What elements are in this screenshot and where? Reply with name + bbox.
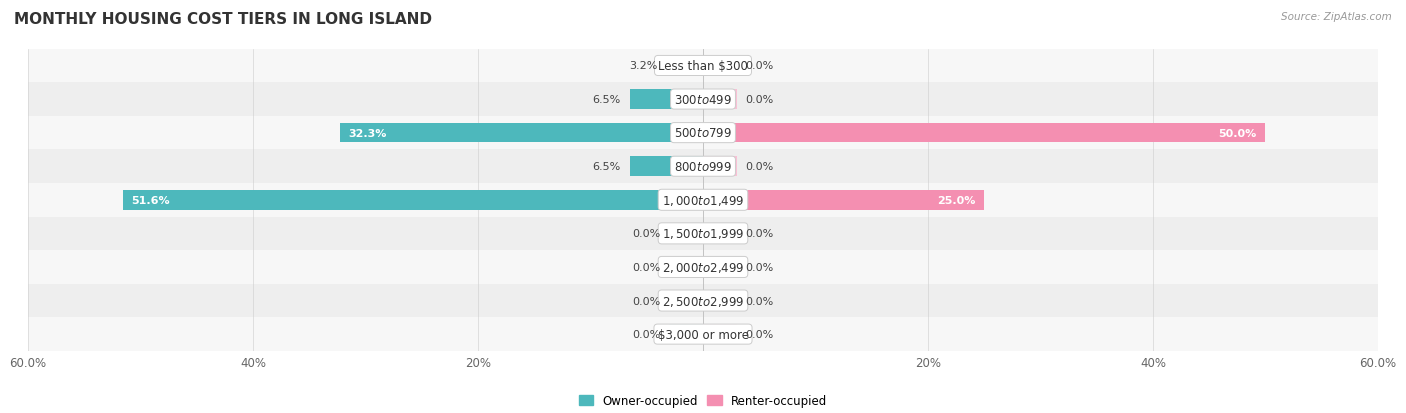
Text: 0.0%: 0.0% xyxy=(745,229,773,239)
Text: 50.0%: 50.0% xyxy=(1218,128,1257,138)
Bar xyxy=(340,123,703,143)
Bar xyxy=(669,258,703,277)
Text: $2,500 to $2,999: $2,500 to $2,999 xyxy=(662,294,744,308)
Text: $1,000 to $1,499: $1,000 to $1,499 xyxy=(662,193,744,207)
Text: 0.0%: 0.0% xyxy=(745,329,773,339)
Text: $500 to $799: $500 to $799 xyxy=(673,127,733,140)
Bar xyxy=(28,150,1378,183)
Text: $3,000 or more: $3,000 or more xyxy=(658,328,748,341)
Bar xyxy=(703,57,737,76)
Text: $2,000 to $2,499: $2,000 to $2,499 xyxy=(662,260,744,274)
Bar xyxy=(703,291,737,311)
Text: Less than $300: Less than $300 xyxy=(658,60,748,73)
Text: 32.3%: 32.3% xyxy=(349,128,387,138)
Text: 25.0%: 25.0% xyxy=(936,195,976,205)
Bar xyxy=(703,190,984,210)
Bar xyxy=(28,251,1378,284)
Bar xyxy=(703,258,737,277)
Bar xyxy=(703,90,737,109)
Text: $1,500 to $1,999: $1,500 to $1,999 xyxy=(662,227,744,241)
Text: 0.0%: 0.0% xyxy=(745,61,773,71)
Bar xyxy=(703,224,737,244)
Text: 51.6%: 51.6% xyxy=(132,195,170,205)
Text: 6.5%: 6.5% xyxy=(593,95,621,105)
Bar xyxy=(122,190,703,210)
Bar xyxy=(669,224,703,244)
Text: Source: ZipAtlas.com: Source: ZipAtlas.com xyxy=(1281,12,1392,22)
Text: 6.5%: 6.5% xyxy=(593,162,621,172)
Bar xyxy=(28,83,1378,116)
Bar xyxy=(28,116,1378,150)
Text: 0.0%: 0.0% xyxy=(633,329,661,339)
Text: 0.0%: 0.0% xyxy=(745,162,773,172)
Bar xyxy=(28,284,1378,318)
Bar xyxy=(28,50,1378,83)
Bar xyxy=(703,157,737,176)
Text: 0.0%: 0.0% xyxy=(745,296,773,306)
Text: MONTHLY HOUSING COST TIERS IN LONG ISLAND: MONTHLY HOUSING COST TIERS IN LONG ISLAN… xyxy=(14,12,432,27)
Text: $300 to $499: $300 to $499 xyxy=(673,93,733,106)
Text: 0.0%: 0.0% xyxy=(745,262,773,272)
Bar xyxy=(703,325,737,344)
Text: 0.0%: 0.0% xyxy=(745,95,773,105)
Bar xyxy=(703,123,1265,143)
Text: $800 to $999: $800 to $999 xyxy=(673,160,733,173)
Text: 0.0%: 0.0% xyxy=(633,229,661,239)
Bar xyxy=(28,217,1378,251)
Legend: Owner-occupied, Renter-occupied: Owner-occupied, Renter-occupied xyxy=(574,389,832,411)
Text: 0.0%: 0.0% xyxy=(633,262,661,272)
Bar xyxy=(28,183,1378,217)
Bar xyxy=(669,291,703,311)
Text: 0.0%: 0.0% xyxy=(633,296,661,306)
Bar xyxy=(630,157,703,176)
Bar xyxy=(28,318,1378,351)
Bar xyxy=(669,325,703,344)
Bar xyxy=(630,90,703,109)
Bar xyxy=(666,57,703,76)
Text: 3.2%: 3.2% xyxy=(630,61,658,71)
